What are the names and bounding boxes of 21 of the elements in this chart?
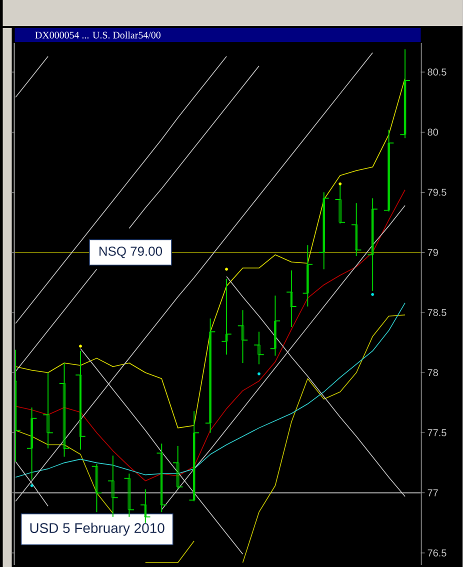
y-tick-label: 80.5	[428, 68, 446, 76]
line-series	[15, 189, 406, 482]
y-tick-label: 80	[428, 128, 438, 136]
y-tick-label: 78	[428, 369, 438, 376]
y-tick-label: 79	[428, 248, 438, 256]
point	[258, 372, 261, 376]
y-tick-label: 76.5	[428, 549, 446, 556]
y-tick-label: 78.5	[428, 308, 446, 316]
line-series	[15, 78, 406, 428]
ref-line-label: NSQ 79.00	[100, 246, 162, 258]
y-tick-label: 79.5	[428, 188, 446, 196]
point	[371, 292, 374, 296]
point	[30, 484, 34, 488]
point	[79, 344, 82, 348]
line-series	[15, 302, 406, 478]
annotation: USD 5 February 2010	[30, 522, 164, 536]
point	[225, 268, 228, 271]
y-tick-label: 77	[428, 489, 438, 496]
point	[338, 182, 342, 186]
chart-title: DX000054 ... U.S. Dollar54/00	[35, 31, 161, 39]
y-tick-label: 77.5	[428, 429, 446, 436]
